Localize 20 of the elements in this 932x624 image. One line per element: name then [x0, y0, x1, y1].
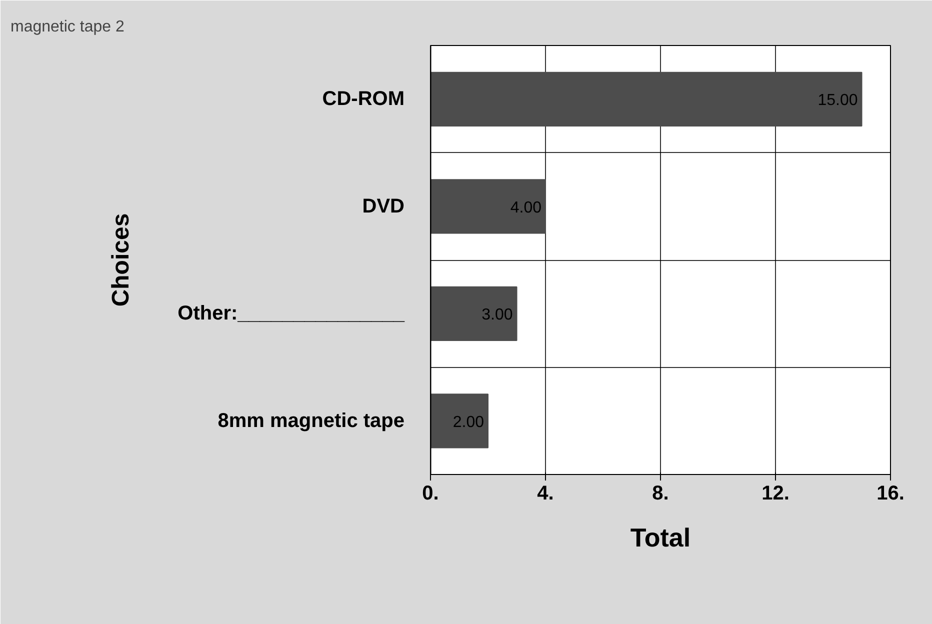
x-tick-label: 16.: [876, 482, 904, 504]
x-tick-label: 12.: [762, 482, 790, 504]
data-label: 15.00: [818, 92, 858, 110]
data-label: 3.00: [482, 306, 513, 324]
x-tick-label: 4.: [537, 482, 554, 504]
bar: [430, 286, 518, 341]
data-label: 4.00: [510, 199, 542, 216]
data-label: 2.00: [452, 414, 484, 431]
y-tick-label: CD-ROM: [322, 88, 405, 110]
text: magnetic tape 2: [10, 18, 124, 36]
bar: [430, 394, 488, 448]
y-axis-title: Choices: [108, 213, 135, 307]
bar: [430, 72, 862, 126]
x-tick-label: 0.: [422, 482, 439, 504]
x-axis-title: Total: [630, 522, 691, 552]
y-tick-label: Other:_______________: [178, 302, 406, 325]
y-tick-label: 8mm magnetic tape: [218, 410, 405, 432]
bar: [430, 179, 546, 234]
y-tick-label: DVD: [362, 195, 405, 218]
x-tick-label: 8.: [652, 482, 669, 504]
